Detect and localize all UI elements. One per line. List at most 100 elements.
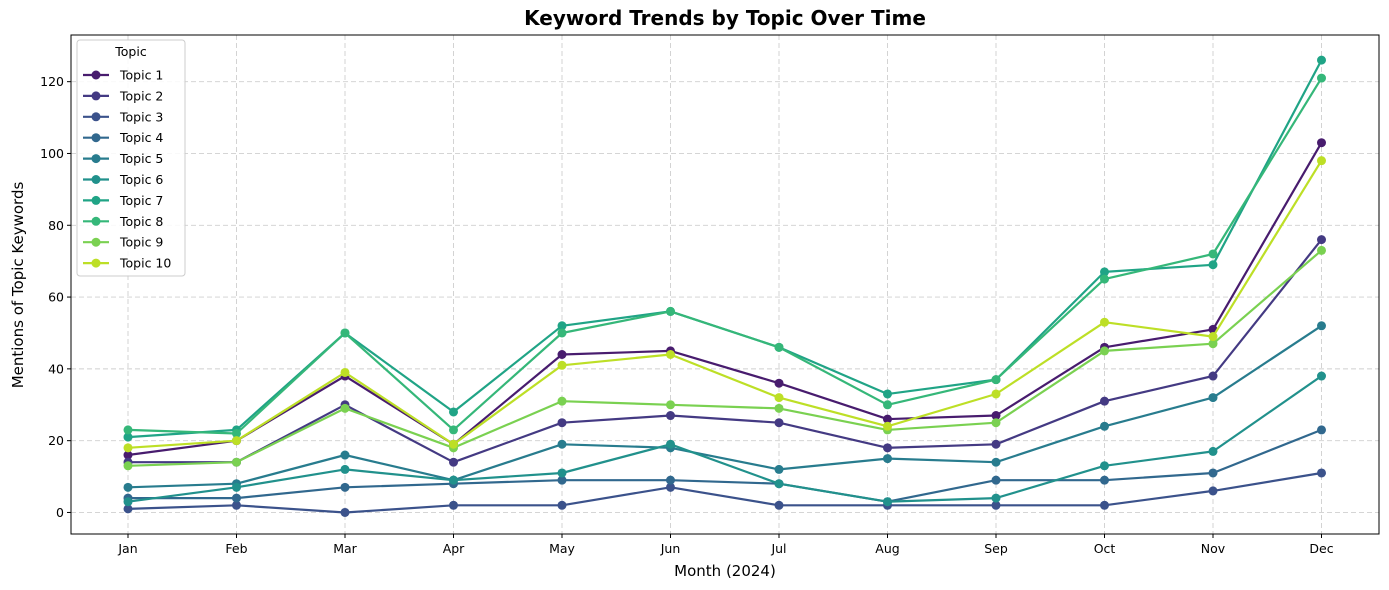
legend-title: Topic	[114, 44, 147, 59]
data-point	[340, 464, 350, 474]
data-point	[1208, 249, 1218, 259]
data-point	[340, 482, 350, 492]
y-axis-label: Mentions of Topic Keywords	[9, 182, 27, 389]
x-tick-label: Jun	[660, 541, 681, 556]
legend-item: Topic 9	[83, 235, 163, 250]
data-point	[123, 443, 133, 453]
legend-item: Topic 2	[83, 88, 163, 103]
data-point	[340, 328, 350, 338]
series-8	[123, 73, 1326, 438]
data-point	[883, 421, 892, 431]
legend-label: Topic 2	[119, 88, 163, 103]
data-point	[883, 497, 892, 507]
legend-item: Topic 6	[83, 172, 163, 187]
legend-swatch-marker	[91, 237, 101, 247]
y-tick-label: 40	[48, 361, 64, 376]
data-point	[123, 461, 133, 471]
data-point	[123, 450, 133, 460]
x-tick-label: Dec	[1309, 541, 1333, 556]
legend-swatch-marker	[91, 195, 101, 205]
data-point	[232, 500, 241, 510]
legend-swatch-marker	[91, 70, 101, 80]
data-point	[666, 482, 675, 492]
data-point	[774, 500, 784, 510]
data-point	[1317, 425, 1326, 435]
data-point	[1317, 321, 1326, 331]
series-line	[127, 160, 1323, 449]
chart-title: Keyword Trends by Topic Over Time	[524, 6, 926, 30]
data-point	[232, 428, 241, 438]
series-line	[127, 249, 1323, 467]
data-point	[232, 493, 241, 503]
legend-item: Topic 8	[83, 214, 163, 229]
data-point	[449, 475, 458, 485]
legend-label: Topic 3	[119, 109, 163, 124]
data-point	[883, 454, 892, 464]
y-tick-label: 100	[40, 146, 64, 161]
legend-item: Topic 5	[83, 151, 163, 166]
x-axis-label: Month (2024)	[674, 562, 776, 580]
data-point	[123, 504, 133, 514]
series-9	[123, 245, 1326, 471]
data-point	[557, 500, 567, 510]
legend-swatch-marker	[91, 112, 101, 122]
series-7	[123, 55, 1326, 442]
data-point	[1317, 235, 1326, 245]
data-point	[340, 450, 350, 460]
x-tick-label: Jan	[117, 541, 137, 556]
data-point	[1317, 156, 1326, 166]
data-point	[557, 418, 567, 428]
plot-frame	[70, 34, 1380, 535]
data-point	[1317, 371, 1326, 381]
data-point	[1100, 396, 1109, 406]
data-point	[774, 393, 784, 403]
y-tick-label: 0	[56, 505, 64, 520]
legend: Topic Topic 1 Topic 2 Topic 3 Topic 4 Topic …	[76, 39, 186, 277]
data-point	[123, 497, 133, 507]
series-line	[127, 142, 1323, 457]
legend-label: Topic 1	[119, 68, 163, 83]
data-point	[666, 475, 675, 485]
data-point	[991, 493, 1001, 503]
data-point	[883, 400, 892, 410]
data-point	[883, 414, 892, 424]
data-point	[1100, 346, 1109, 356]
x-tick-label: Sep	[984, 541, 1008, 556]
data-point	[666, 350, 675, 360]
data-point	[449, 439, 458, 449]
series-line	[127, 59, 1323, 439]
legend-label: Topic 10	[119, 256, 171, 271]
legend-swatch-marker	[91, 258, 101, 268]
legend-swatch-marker	[91, 133, 101, 143]
series-line	[127, 324, 1323, 489]
legend-swatch-marker	[91, 175, 101, 184]
data-point	[774, 464, 784, 474]
y-tick-label: 120	[40, 74, 64, 89]
data-point	[666, 439, 675, 449]
data-point	[991, 389, 1001, 399]
data-point	[1208, 332, 1218, 342]
x-tick-label: Aug	[875, 541, 899, 556]
legend-item: Topic 3	[83, 109, 163, 124]
data-point	[1208, 393, 1218, 403]
grid	[71, 35, 1379, 534]
series-6	[123, 371, 1326, 507]
x-tick-label: Feb	[225, 541, 247, 556]
legend-label: Topic 7	[119, 193, 163, 208]
series-line	[127, 77, 1323, 435]
data-point	[557, 321, 567, 331]
data-point	[666, 400, 675, 410]
data-point	[774, 403, 784, 413]
data-point	[1100, 317, 1109, 327]
series-10	[123, 156, 1326, 453]
data-point	[1100, 500, 1109, 510]
data-point	[991, 475, 1001, 485]
legend-label: Topic 4	[119, 130, 163, 145]
legend-swatch-marker	[91, 216, 101, 226]
data-point	[1208, 468, 1218, 478]
data-point	[883, 443, 892, 453]
data-point	[449, 457, 458, 467]
legend-item: Topic 10	[83, 256, 171, 271]
series-layer	[123, 55, 1326, 517]
data-point	[883, 389, 892, 399]
